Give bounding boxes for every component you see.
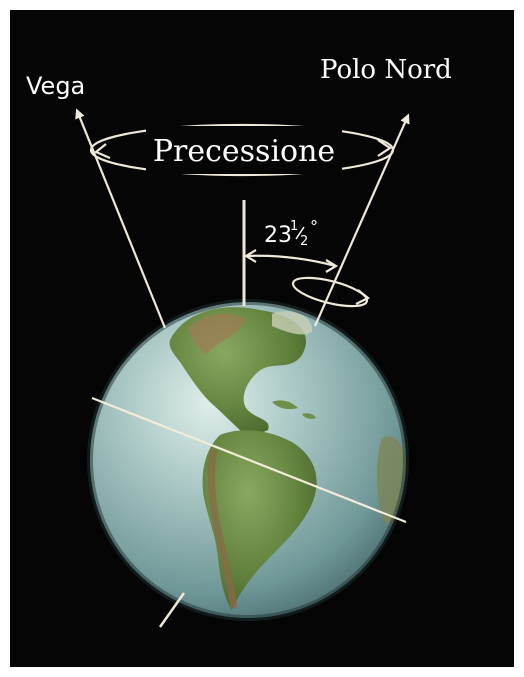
precession-label: Precessione xyxy=(153,134,335,169)
precession-diagram: Precessione 23 1 2 ° Vega Polo Nord xyxy=(26,55,452,628)
precession-arrow-left xyxy=(93,143,111,160)
svg-text:°: ° xyxy=(310,217,318,236)
tilt-angle-arc xyxy=(245,254,337,268)
precession-ellipse xyxy=(89,123,395,177)
tilt-angle-label: 23 1 2 ° xyxy=(264,217,318,249)
equator-line xyxy=(91,396,407,524)
rotation-spin-ellipse xyxy=(291,276,369,308)
precession-arrow-right xyxy=(377,139,392,157)
svg-text:23: 23 xyxy=(264,223,292,248)
rotation-axis-south xyxy=(158,592,186,628)
diagram-frame: Precessione 23 1 2 ° Vega Polo Nord xyxy=(10,10,514,667)
svg-text:1: 1 xyxy=(290,219,298,234)
cone-line-vega xyxy=(75,108,167,329)
rotation-spin-arrow xyxy=(355,289,371,305)
precession-label-box xyxy=(146,126,342,174)
svg-text:2: 2 xyxy=(300,234,308,249)
vega-label: Vega xyxy=(26,72,85,100)
north-pole-label: Polo Nord xyxy=(320,55,452,85)
